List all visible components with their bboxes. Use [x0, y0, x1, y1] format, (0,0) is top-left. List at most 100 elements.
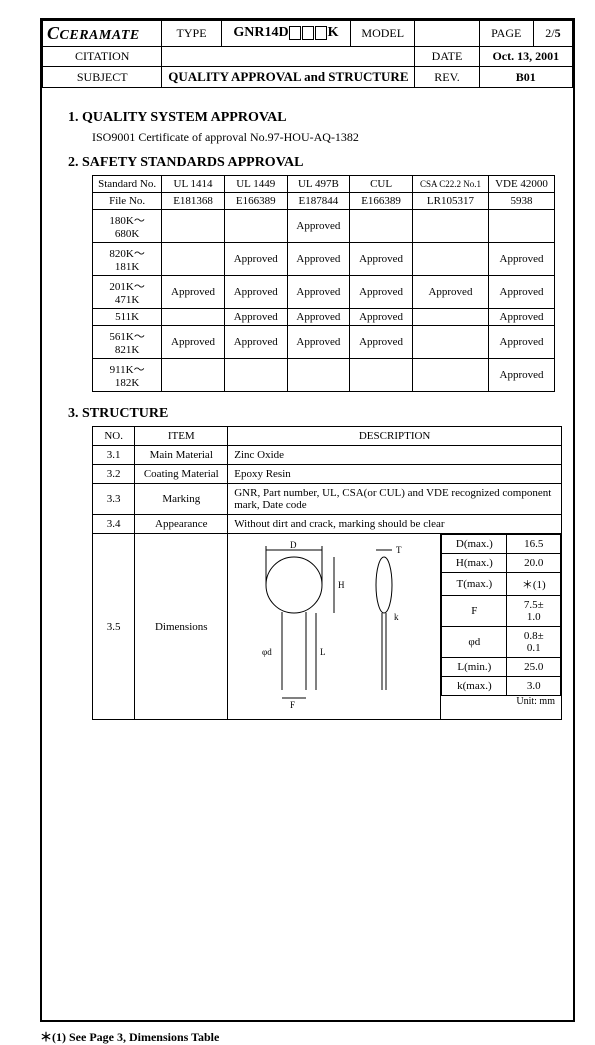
dimensions-row: 3.5 Dimensions: [93, 534, 562, 720]
table-row: 511KApprovedApprovedApprovedApproved: [93, 309, 555, 326]
type-value: GNR14DK: [221, 21, 350, 47]
table-row: 180K～680K Approved: [93, 210, 555, 243]
table-row: L(min.)25.0: [442, 658, 561, 677]
table-row: 201K～471KApprovedApprovedApprovedApprove…: [93, 276, 555, 309]
td: 20.0: [507, 554, 561, 573]
logo: CCERAMATE: [47, 28, 140, 43]
safety-table: Standard No. UL 1414 UL 1449 UL 497B CUL…: [92, 175, 555, 392]
td: [412, 309, 488, 326]
td: Dimensions: [135, 534, 228, 720]
td: [224, 359, 287, 392]
td: GNR, Part number, UL, CSA(or CUL) and VD…: [228, 484, 562, 515]
section1-body: ISO9001 Certificate of approval No.97-HO…: [92, 130, 555, 145]
td: Without dirt and crack, marking should b…: [228, 515, 562, 534]
td: 511K: [93, 309, 162, 326]
td: [350, 210, 413, 243]
svg-text:L: L: [320, 647, 326, 657]
td: 3.5: [93, 534, 135, 720]
td: [162, 359, 225, 392]
citation-label: CITATION: [43, 47, 162, 67]
td: [412, 243, 488, 276]
table-header-row: Standard No. UL 1414 UL 1449 UL 497B CUL…: [93, 176, 555, 193]
svg-text:D: D: [290, 540, 297, 550]
td: 3.0: [507, 677, 561, 696]
td: k(max.): [442, 677, 507, 696]
dimensions-cell: D H L φd: [228, 534, 562, 720]
td: Epoxy Resin: [228, 465, 562, 484]
rev-label: REV.: [415, 67, 479, 88]
header-table: CCERAMATE TYPE GNR14DK MODEL PAGE 2/5 CI…: [42, 20, 573, 88]
td: E187844: [287, 193, 350, 210]
td: LR105317: [412, 193, 488, 210]
td: [224, 210, 287, 243]
td: 561K～821K: [93, 326, 162, 359]
logo-cell: CCERAMATE: [43, 21, 162, 47]
td: D(max.): [442, 535, 507, 554]
td: 201K～471K: [93, 276, 162, 309]
svg-text:k: k: [394, 612, 399, 622]
td: [162, 210, 225, 243]
footnote: ＊(1) See Page 3, Dimensions Table: [40, 1028, 595, 1045]
td: 820K～181K: [93, 243, 162, 276]
td: ＊(1): [507, 573, 561, 596]
td: φd: [442, 627, 507, 658]
td: [412, 359, 488, 392]
th: DESCRIPTION: [228, 427, 562, 446]
td: Approved: [224, 326, 287, 359]
structure-table: NO. ITEM DESCRIPTION 3.1Main MaterialZin…: [92, 426, 562, 720]
citation-value: [162, 47, 415, 67]
th: Standard No.: [93, 176, 162, 193]
td: File No.: [93, 193, 162, 210]
content-area: 1. QUALITY SYSTEM APPROVAL ISO9001 Certi…: [42, 88, 573, 720]
th: CUL: [350, 176, 413, 193]
th: ITEM: [135, 427, 228, 446]
td: Approved: [287, 243, 350, 276]
date-value: Oct. 13, 2001: [479, 47, 572, 67]
th: NO.: [93, 427, 135, 446]
td: E166389: [224, 193, 287, 210]
td: Approved: [287, 326, 350, 359]
th: UL 497B: [287, 176, 350, 193]
td: 911K～182K: [93, 359, 162, 392]
page-frame: CCERAMATE TYPE GNR14DK MODEL PAGE 2/5 CI…: [40, 18, 575, 1022]
td: 5938: [489, 193, 555, 210]
table-row: H(max.)20.0: [442, 554, 561, 573]
type-label: TYPE: [162, 21, 221, 47]
td: Approved: [489, 276, 555, 309]
td: Approved: [162, 276, 225, 309]
subject-label: SUBJECT: [43, 67, 162, 88]
type-blank-boxes: [289, 25, 328, 41]
td: Marking: [135, 484, 228, 515]
subject-value: QUALITY APPROVAL and STRUCTURE: [162, 67, 415, 88]
page-value: 2/5: [533, 21, 572, 47]
svg-text:F: F: [290, 700, 295, 710]
section2-title: 2. SAFETY STANDARDS APPROVAL: [68, 155, 555, 171]
td: Coating Material: [135, 465, 228, 484]
th: UL 1414: [162, 176, 225, 193]
td: Approved: [224, 309, 287, 326]
td: Approved: [412, 276, 488, 309]
td: 3.1: [93, 446, 135, 465]
svg-text:H: H: [338, 580, 345, 590]
th: UL 1449: [224, 176, 287, 193]
td: 25.0: [507, 658, 561, 677]
td: Approved: [489, 309, 555, 326]
td: F: [442, 596, 507, 627]
td: Approved: [350, 326, 413, 359]
th: CSA C22.2 No.1: [412, 176, 488, 193]
td: 7.5± 1.0: [507, 596, 561, 627]
td: [287, 359, 350, 392]
table-row: 3.1Main MaterialZinc Oxide: [93, 446, 562, 465]
td: Approved: [489, 326, 555, 359]
td: 180K～680K: [93, 210, 162, 243]
page-label: PAGE: [479, 21, 533, 47]
unit-label: Unit: mm: [441, 696, 561, 707]
table-row: 3.4AppearanceWithout dirt and crack, mar…: [93, 515, 562, 534]
td: 3.4: [93, 515, 135, 534]
table-row: File No. E181368 E166389 E187844 E166389…: [93, 193, 555, 210]
td: [350, 359, 413, 392]
td: Approved: [350, 309, 413, 326]
table-row: φd0.8± 0.1: [442, 627, 561, 658]
td: Approved: [287, 210, 350, 243]
td: 0.8± 0.1: [507, 627, 561, 658]
